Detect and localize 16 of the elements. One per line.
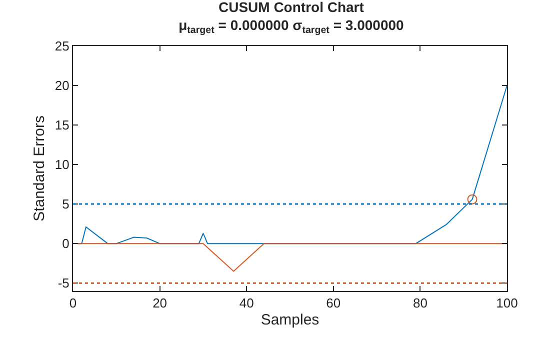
x-tick-label: 60 bbox=[326, 296, 341, 311]
y-tick-label: 15 bbox=[54, 118, 70, 133]
y-tick-label: 25 bbox=[54, 38, 70, 54]
chart-subtitle: μ$_{target}$ = 0.000000 σ$_{target}$ = 3.000000 bbox=[178, 16, 404, 36]
y-tick-label: 10 bbox=[54, 157, 70, 172]
x-tick-label: 20 bbox=[152, 296, 168, 311]
x-tick-label: 100 bbox=[496, 296, 518, 311]
y-tick-label: 0 bbox=[62, 236, 70, 252]
x-tick-label: 80 bbox=[412, 296, 428, 311]
chart-title: CUSUM Control Chart bbox=[218, 0, 364, 15]
y-tick-label: 5 bbox=[62, 196, 70, 212]
x-axis-title: Samples bbox=[260, 312, 320, 329]
y-tick-label: -5 bbox=[58, 276, 70, 291]
x-tick-label: 40 bbox=[239, 296, 254, 311]
y-tick-label: 20 bbox=[54, 78, 70, 94]
y-axis-title: Standard Errors bbox=[31, 116, 48, 222]
